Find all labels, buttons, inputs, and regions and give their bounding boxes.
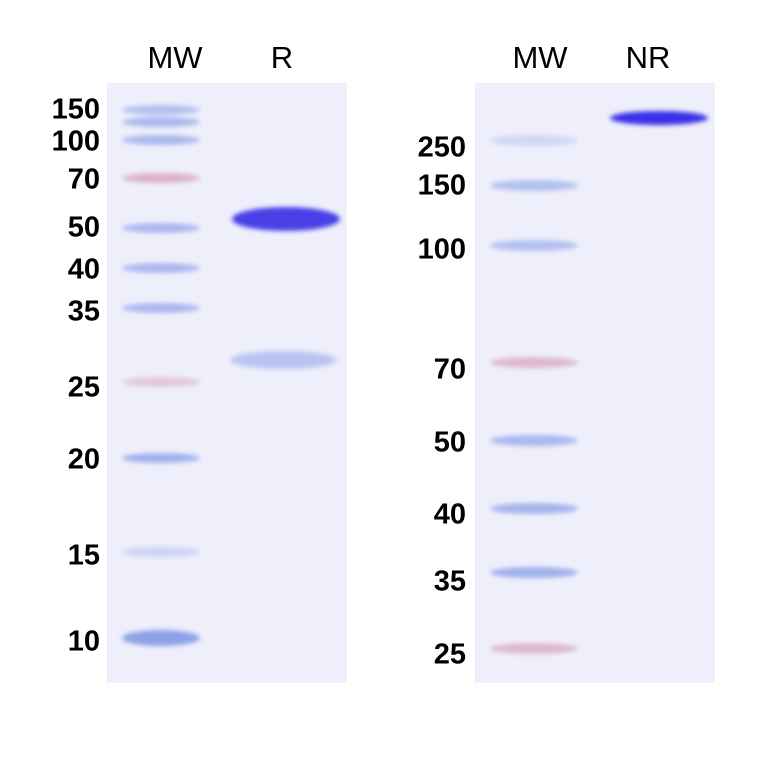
protein-band-light-chain [230, 351, 336, 369]
marker-label: 40 [433, 498, 466, 531]
marker-label: 40 [67, 253, 100, 286]
marker-label: 25 [433, 638, 466, 671]
marker-label: 70 [67, 163, 100, 196]
marker-band [490, 434, 578, 446]
marker-label: 150 [417, 169, 466, 202]
marker-band [122, 105, 200, 115]
marker-label: 70 [433, 353, 466, 386]
marker-band [122, 547, 200, 557]
marker-band [122, 117, 200, 127]
marker-band [490, 566, 578, 578]
marker-band [122, 630, 200, 646]
marker-label: 25 [67, 371, 100, 404]
protein-band-non-reduced [610, 111, 708, 125]
marker-band [490, 642, 578, 654]
marker-band [122, 453, 200, 463]
marker-band [122, 263, 200, 273]
marker-label: 20 [67, 443, 100, 476]
lane-header-mw-left: MW [147, 40, 203, 75]
marker-band [122, 377, 200, 387]
marker-label: 100 [51, 125, 100, 158]
marker-label: 100 [417, 233, 466, 266]
marker-band [122, 223, 200, 233]
protein-band-heavy-chain [232, 207, 340, 231]
marker-band [122, 173, 200, 183]
marker-label: 35 [67, 295, 100, 328]
gel-right [475, 83, 715, 683]
marker-label: 150 [51, 93, 100, 126]
marker-band [490, 356, 578, 368]
marker-band [122, 135, 200, 145]
lane-header-r: R [270, 40, 294, 75]
marker-band [490, 502, 578, 514]
lane-header-nr: NR [625, 40, 671, 75]
marker-label: 35 [433, 565, 466, 598]
marker-label: 50 [433, 426, 466, 459]
marker-band [490, 239, 578, 251]
marker-band [490, 134, 578, 146]
marker-band [490, 179, 578, 191]
marker-label: 50 [67, 211, 100, 244]
marker-label: 10 [67, 625, 100, 658]
gel-left [107, 83, 347, 683]
marker-label: 250 [417, 131, 466, 164]
lane-header-mw-right: MW [512, 40, 568, 75]
marker-label: 15 [67, 539, 100, 572]
marker-band [122, 303, 200, 313]
